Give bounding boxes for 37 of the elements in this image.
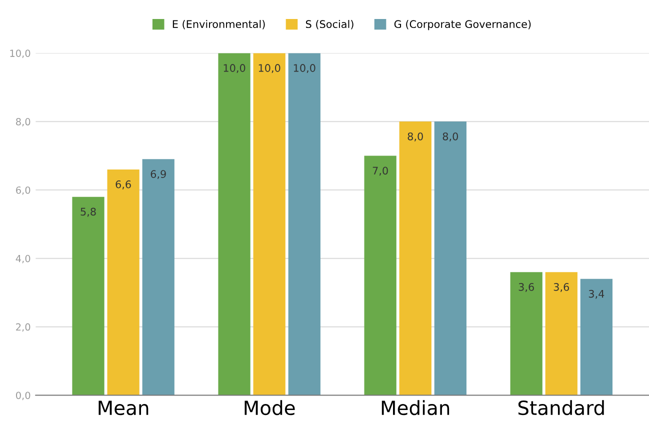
bar bbox=[253, 53, 286, 396]
legend-label: S (Social) bbox=[306, 20, 354, 30]
y-tick-label: 4,0 bbox=[16, 254, 30, 264]
data-label: 5,8 bbox=[80, 208, 96, 217]
data-label: 6,9 bbox=[150, 170, 166, 180]
data-label: 10,0 bbox=[224, 64, 246, 74]
data-label: 10,0 bbox=[258, 64, 280, 74]
x-tick-label: Mean bbox=[98, 400, 148, 416]
data-label: 8,0 bbox=[408, 132, 423, 142]
data-label: 3,4 bbox=[588, 290, 604, 299]
data-label: 10,0 bbox=[294, 64, 316, 74]
x-tick-label: Standard bbox=[518, 400, 604, 416]
bar bbox=[142, 159, 174, 396]
y-tick-label: 2,0 bbox=[16, 323, 30, 332]
bar bbox=[545, 272, 578, 396]
bar bbox=[364, 156, 396, 396]
bar bbox=[510, 272, 542, 396]
bar bbox=[580, 278, 612, 396]
x-tick-label: Mode bbox=[244, 400, 295, 416]
bar bbox=[434, 122, 466, 396]
legend-label: G (Corporate Governance) bbox=[394, 20, 531, 30]
data-label: 7,0 bbox=[372, 166, 388, 176]
y-tick-label: 10,0 bbox=[10, 50, 30, 58]
x-tick-label: Median bbox=[382, 400, 450, 416]
bar bbox=[72, 196, 104, 396]
bar bbox=[218, 53, 250, 396]
data-label: 6,6 bbox=[116, 180, 131, 190]
legend-label: E (Environmental) bbox=[172, 20, 265, 30]
data-label: 8,0 bbox=[442, 132, 458, 142]
data-label: 3,6 bbox=[518, 283, 534, 292]
data-label: 3,6 bbox=[554, 283, 570, 292]
bar bbox=[107, 169, 140, 396]
y-tick-label: 8,0 bbox=[16, 118, 30, 126]
y-tick-label: 6,0 bbox=[16, 186, 30, 195]
y-tick-label: 0,0 bbox=[16, 392, 30, 400]
bar bbox=[288, 53, 320, 396]
bar bbox=[399, 122, 432, 396]
